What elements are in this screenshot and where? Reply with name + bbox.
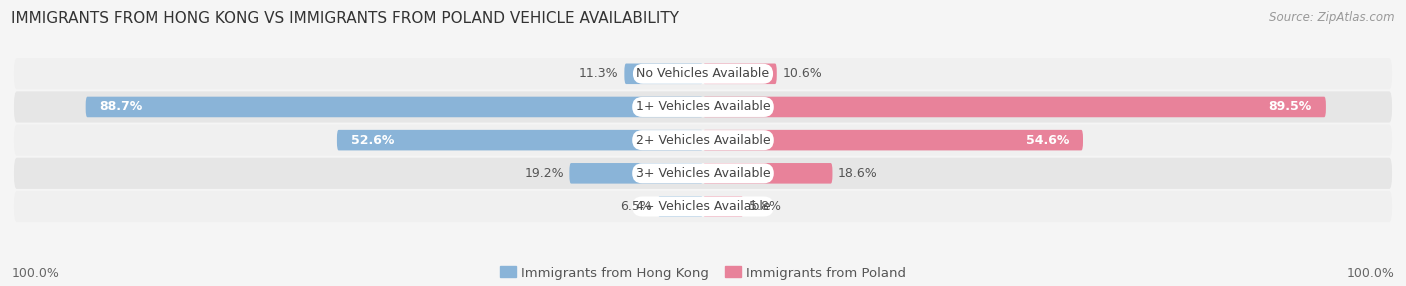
FancyBboxPatch shape <box>337 130 703 150</box>
FancyBboxPatch shape <box>569 163 703 184</box>
Text: Source: ZipAtlas.com: Source: ZipAtlas.com <box>1270 11 1395 24</box>
FancyBboxPatch shape <box>703 163 832 184</box>
Text: 52.6%: 52.6% <box>352 134 394 147</box>
Text: 100.0%: 100.0% <box>1347 267 1395 280</box>
Text: IMMIGRANTS FROM HONG KONG VS IMMIGRANTS FROM POLAND VEHICLE AVAILABILITY: IMMIGRANTS FROM HONG KONG VS IMMIGRANTS … <box>11 11 679 26</box>
FancyBboxPatch shape <box>703 97 1326 117</box>
FancyBboxPatch shape <box>624 63 703 84</box>
Text: 6.5%: 6.5% <box>620 200 652 213</box>
Text: 5.8%: 5.8% <box>749 200 780 213</box>
Text: 18.6%: 18.6% <box>838 167 877 180</box>
FancyBboxPatch shape <box>703 130 1083 150</box>
Text: 3+ Vehicles Available: 3+ Vehicles Available <box>636 167 770 180</box>
Text: 2+ Vehicles Available: 2+ Vehicles Available <box>636 134 770 147</box>
FancyBboxPatch shape <box>14 58 1392 90</box>
FancyBboxPatch shape <box>14 191 1392 222</box>
Text: 11.3%: 11.3% <box>579 67 619 80</box>
Text: 1+ Vehicles Available: 1+ Vehicles Available <box>636 100 770 114</box>
FancyBboxPatch shape <box>703 196 744 217</box>
FancyBboxPatch shape <box>703 63 776 84</box>
FancyBboxPatch shape <box>658 196 703 217</box>
Text: 89.5%: 89.5% <box>1268 100 1312 114</box>
FancyBboxPatch shape <box>86 97 703 117</box>
Text: No Vehicles Available: No Vehicles Available <box>637 67 769 80</box>
FancyBboxPatch shape <box>14 124 1392 156</box>
Text: 100.0%: 100.0% <box>11 267 59 280</box>
Text: 4+ Vehicles Available: 4+ Vehicles Available <box>636 200 770 213</box>
FancyBboxPatch shape <box>14 158 1392 189</box>
Text: 88.7%: 88.7% <box>100 100 143 114</box>
Text: 54.6%: 54.6% <box>1026 134 1069 147</box>
Text: 19.2%: 19.2% <box>524 167 564 180</box>
Text: 10.6%: 10.6% <box>782 67 823 80</box>
Legend: Immigrants from Hong Kong, Immigrants from Poland: Immigrants from Hong Kong, Immigrants fr… <box>501 267 905 279</box>
FancyBboxPatch shape <box>14 91 1392 123</box>
